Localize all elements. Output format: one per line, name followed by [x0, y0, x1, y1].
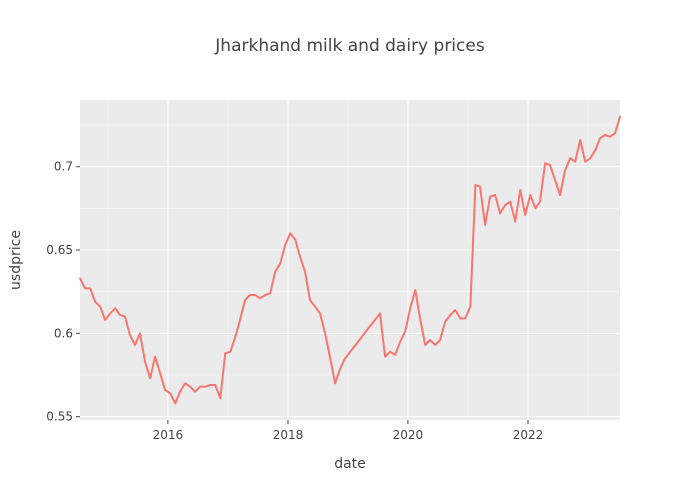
y-tick-label: 0.7	[54, 160, 73, 174]
gridlines	[80, 100, 620, 420]
price-series-line	[79, 115, 621, 405]
chart-title: Jharkhand milk and dairy prices	[214, 36, 485, 56]
x-tick-label: 2016	[153, 428, 184, 442]
y-tick-label: 0.55	[46, 410, 73, 424]
y-tick-label: 0.65	[46, 243, 73, 257]
x-tick-label: 2018	[273, 428, 304, 442]
x-tick-label: 2022	[513, 428, 544, 442]
x-axis: 2016 2018 2020 2022	[153, 420, 544, 442]
x-tick-label: 2020	[393, 428, 424, 442]
y-tick-label: 0.6	[54, 326, 73, 340]
plot-area	[80, 100, 620, 420]
series-layer	[79, 115, 621, 405]
x-axis-title: date	[334, 456, 366, 472]
y-axis-title: usdprice	[8, 230, 24, 290]
y-axis: 0.55 0.6 0.65 0.7	[46, 160, 80, 424]
